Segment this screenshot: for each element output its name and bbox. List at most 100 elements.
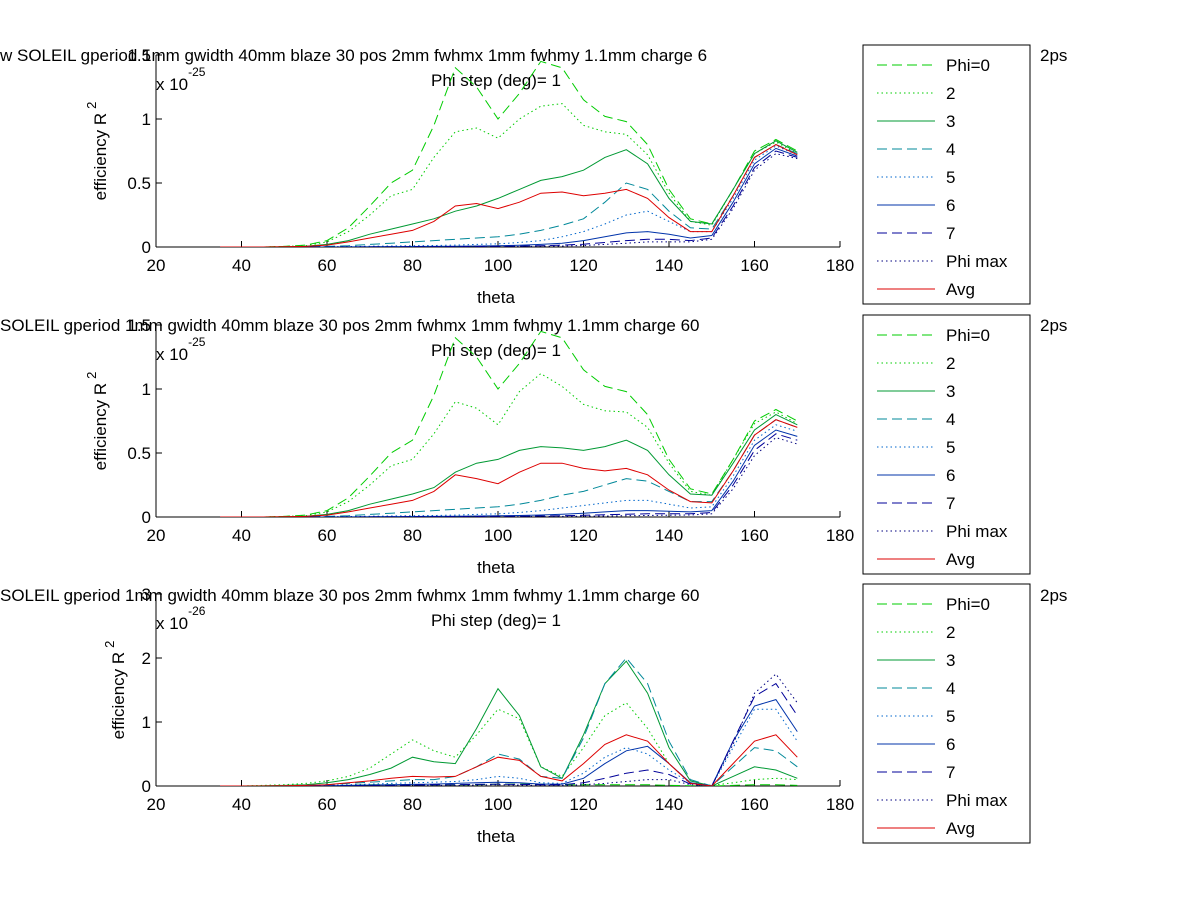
y-tick-label: 0.5	[127, 174, 151, 193]
x-tick-label: 20	[147, 795, 166, 814]
series-line-6	[220, 429, 798, 517]
x-tick-label: 120	[569, 256, 597, 275]
scale-exponent: -26	[188, 604, 206, 618]
x-tick-label: 60	[318, 256, 337, 275]
x-tick-label: 40	[232, 256, 251, 275]
chart-title-suffix: 2ps	[1040, 316, 1067, 335]
x-tick-label: 160	[740, 795, 768, 814]
series-line-2	[220, 103, 798, 247]
x-tick-label: 80	[403, 795, 422, 814]
chart-subtitle: Phi step (deg)= 1	[431, 341, 561, 360]
legend: Phi=0 2 3 4 5 6 7 Phi max Avg	[862, 314, 1031, 575]
y-tick-label: 1.5	[127, 316, 151, 335]
scale-exponent: -25	[188, 335, 206, 349]
scale-base: x 10	[156, 75, 188, 94]
series-line-2	[220, 372, 798, 517]
x-tick-label: 160	[740, 256, 768, 275]
series-line-9	[220, 734, 798, 786]
chart-subtitle: Phi step (deg)= 1	[431, 611, 561, 630]
legend-entry-label: 4	[946, 140, 955, 159]
y-tick-label: 0	[142, 777, 151, 796]
legend-entry-label: 5	[946, 438, 955, 457]
legend: Phi=0 2 3 4 5 6 7 Phi max Avg	[862, 44, 1031, 305]
series-line-3	[220, 140, 798, 247]
y-tick-label: 1	[142, 713, 151, 732]
y-label-text: efficiency R	[109, 652, 128, 740]
y-scale-multiplier: x 10-25	[156, 65, 206, 94]
y-tick-label: 0.5	[127, 444, 151, 463]
legend-entry-label: 2	[946, 84, 955, 103]
legend-entry-label: 5	[946, 707, 955, 726]
x-tick-label: 180	[826, 795, 854, 814]
y-label-superscript: 2	[102, 641, 117, 648]
series-line-5	[220, 145, 798, 247]
y-tick-label: 1	[142, 110, 151, 129]
x-tick-label: 40	[232, 795, 251, 814]
y-label-superscript: 2	[84, 102, 99, 109]
legend-entry-label: 3	[946, 382, 955, 401]
series-line-1	[220, 60, 798, 247]
chart-title: w SOLEIL gperiod 1mm gwidth 40mm blaze 3…	[0, 46, 707, 65]
legend-entry-label: Phi max	[946, 791, 1008, 810]
scale-base: x 10	[156, 614, 188, 633]
x-tick-label: 60	[318, 795, 337, 814]
x-tick-label: 180	[826, 256, 854, 275]
legend-entry-label: 6	[946, 466, 955, 485]
series-group	[220, 330, 798, 517]
legend-entry-label: 4	[946, 679, 955, 698]
x-axis-label: theta	[477, 288, 515, 307]
legend-entry-label: Phi max	[946, 252, 1008, 271]
x-tick-label: 20	[147, 256, 166, 275]
series-line-6	[220, 147, 798, 247]
chart-panel-3: 20 40 60 80 100 120 140 160 180 0 1 2 3 x 10-26SOLEIL…	[0, 583, 1067, 846]
chart-subtitle: Phi step (deg)= 1	[431, 71, 561, 90]
y-label-text: efficiency R	[91, 113, 110, 201]
legend-entry-label: 2	[946, 623, 955, 642]
y-tick-label: 0	[142, 238, 151, 257]
legend-entry-label: 6	[946, 735, 955, 754]
x-tick-label: 100	[484, 526, 512, 545]
series-line-4	[220, 657, 798, 786]
y-axis-label: efficiency R 2	[84, 102, 110, 201]
series-line-8	[220, 437, 798, 517]
legend-entry-label: Phi=0	[946, 595, 990, 614]
series-line-2	[220, 702, 798, 786]
y-tick-label: 0	[142, 508, 151, 527]
legend: Phi=0 2 3 4 5 6 7 Phi max Avg	[862, 583, 1031, 844]
series-line-6	[220, 699, 798, 786]
chart-panel-1: 20 40 60 80 100 120 140 160 180 0 0.5 1 1.5 x 10-25w …	[0, 44, 1067, 307]
legend-entry-label: 5	[946, 168, 955, 187]
legend-entry-label: Avg	[946, 819, 975, 838]
series-line-5	[220, 708, 798, 786]
series-line-1	[220, 330, 798, 517]
x-tick-label: 100	[484, 256, 512, 275]
series-group	[220, 657, 798, 786]
legend-entry-label: Avg	[946, 280, 975, 299]
legend-entry-label: 7	[946, 224, 955, 243]
y-tick-label: 3	[142, 585, 151, 604]
series-line-7	[220, 433, 798, 517]
legend-entry-label: Phi=0	[946, 56, 990, 75]
x-tick-label: 180	[826, 526, 854, 545]
legend-entry-label: Phi max	[946, 522, 1008, 541]
x-tick-label: 100	[484, 795, 512, 814]
legend-entry-label: 7	[946, 494, 955, 513]
legend-entry-label: 4	[946, 410, 955, 429]
series-line-8	[220, 673, 798, 786]
series-line-8	[220, 153, 798, 247]
x-axis-label: theta	[477, 827, 515, 846]
legend-entry-label: 2	[946, 354, 955, 373]
x-tick-label: 40	[232, 526, 251, 545]
x-tick-label: 140	[655, 795, 683, 814]
y-tick-label: 1	[142, 380, 151, 399]
legend-entry-label: Phi=0	[946, 326, 990, 345]
y-label-text: efficiency R	[91, 383, 110, 471]
chart-title-suffix: 2ps	[1040, 46, 1067, 65]
x-tick-label: 60	[318, 526, 337, 545]
x-tick-label: 140	[655, 256, 683, 275]
chart-title-suffix: 2ps	[1040, 586, 1067, 605]
scale-exponent: -25	[188, 65, 206, 79]
y-axis-label: efficiency R 2	[102, 641, 128, 740]
legend-entry-label: Avg	[946, 550, 975, 569]
